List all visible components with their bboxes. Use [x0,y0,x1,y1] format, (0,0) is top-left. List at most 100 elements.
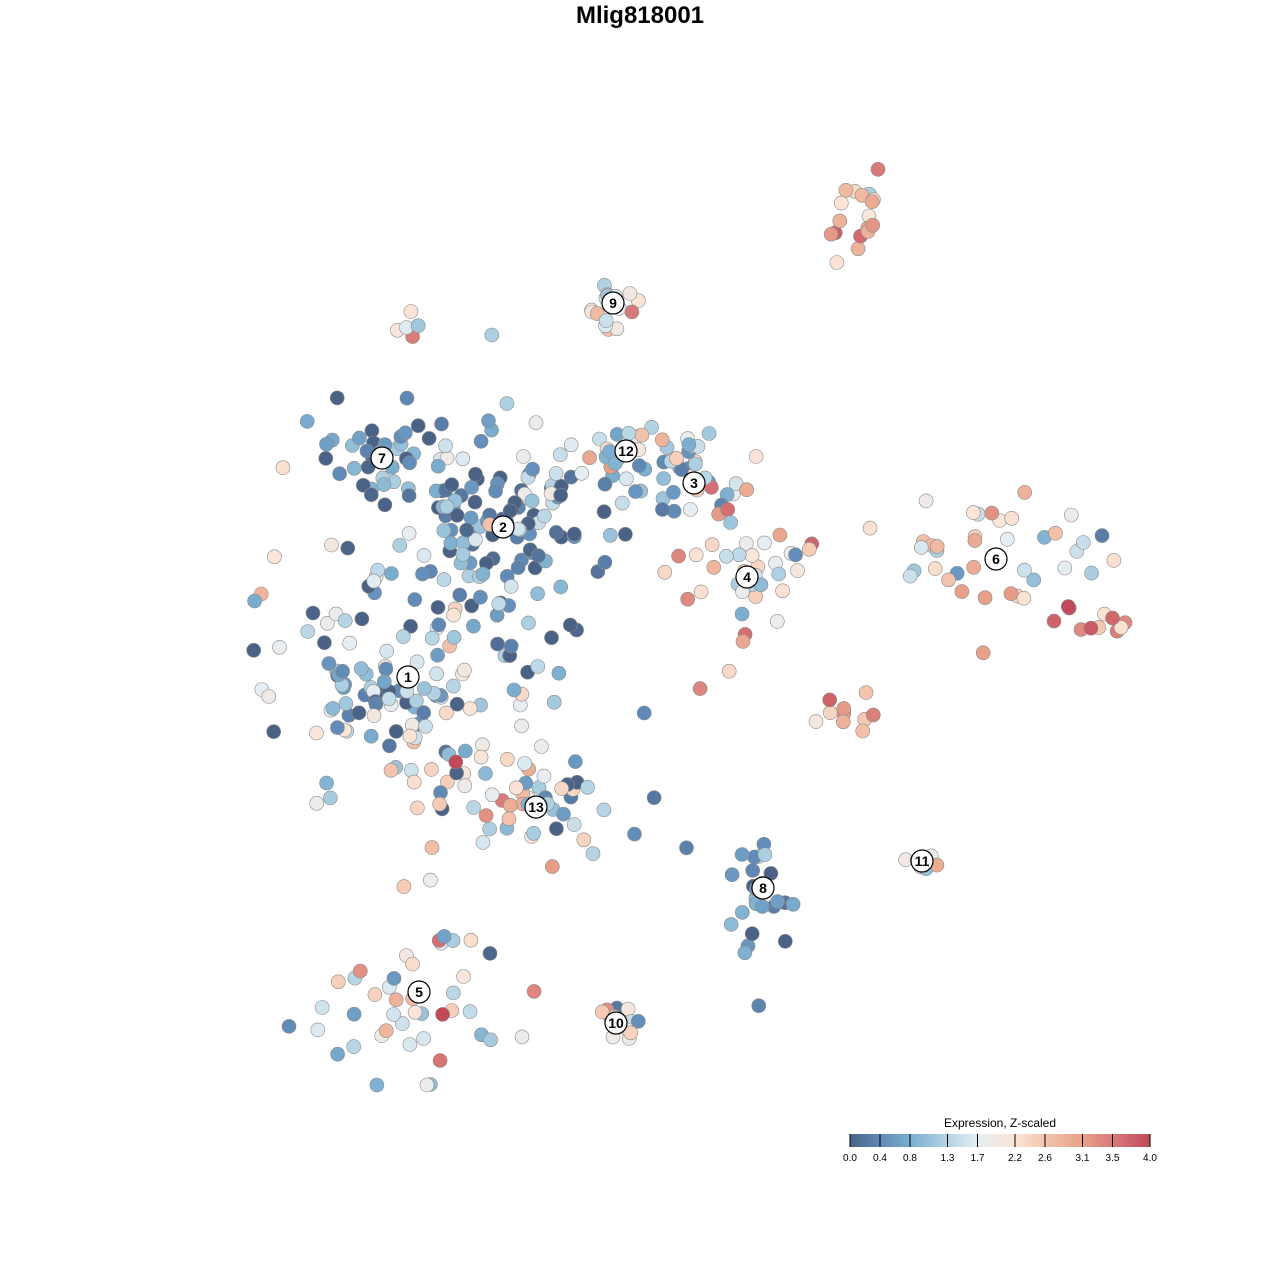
scatter-point [585,846,601,862]
scatter-point [401,526,417,541]
cluster-label-9: 9 [601,291,625,315]
scatter-point [680,591,696,607]
legend-tick-label: 1.3 [941,1153,955,1164]
scatter-point [526,825,541,841]
scatter-point [902,568,918,584]
cluster-label-text: 9 [609,295,617,311]
scatter-point [488,483,503,499]
cluster-label-6: 6 [984,547,1008,571]
scatter-point [330,1046,345,1062]
scatter-point [503,579,519,594]
scatter-point [744,926,760,942]
scatter-point [435,1007,450,1022]
scatter-point [438,438,453,454]
scatter-point [618,526,633,542]
cluster-label-badge [910,849,934,873]
scatter-point [430,458,446,474]
cluster-label-2: 2 [491,515,515,539]
scatter-point [421,431,437,446]
scatter-point [457,778,473,794]
scatter-point [449,696,465,712]
scatter-point [582,450,597,466]
scatter-point [656,471,671,486]
scatter-point [272,639,287,655]
scatter-point [457,743,473,759]
cluster-label-badge [751,876,775,900]
scatter-point [410,318,426,334]
scatter-point [596,504,612,520]
scatter-point [430,600,446,615]
scatter-point [378,661,394,677]
scatter-point [266,724,282,740]
scatter-point [462,701,478,716]
scatter-point [721,663,737,679]
scatter-point [436,929,452,944]
scatter-point [544,859,560,874]
cluster-label-text: 8 [759,880,767,896]
scatter-point [549,821,564,837]
scatter-point [822,692,838,708]
scatter-point [482,821,497,837]
scatter-point [275,460,291,476]
scatter-point [999,531,1015,547]
scatter-point [744,548,760,563]
scatter-point [1004,510,1020,526]
scatter-point [464,598,479,614]
scatter-point [785,896,801,912]
scatter-point [379,643,395,659]
scatter-point [734,606,750,622]
scatter-point [462,1004,478,1019]
scatter-point [622,286,638,301]
scatter-point [551,665,567,681]
scatter-point [671,548,686,564]
scatter-point [484,327,500,343]
scatter-point [1106,553,1122,568]
scatter-point [631,458,647,473]
scatter-point [525,461,540,477]
scatter-point [439,705,454,721]
scatter-point [553,487,569,503]
scatter-point [731,547,747,563]
scatter-point [977,590,993,606]
scatter-point [396,879,412,894]
scatter-point [719,548,734,564]
scatter-point [337,613,353,628]
cluster-label-3: 3 [682,471,706,495]
scatter-point [832,213,848,229]
scatter-point [386,1007,401,1022]
scatter-point [439,499,455,515]
scatter-point [524,493,540,509]
scatter-point [329,390,345,406]
scatter-point [478,808,494,823]
scatter-point [402,728,418,744]
scatter-point [309,725,324,741]
scatter-point [865,707,881,723]
scatter-point [913,540,929,555]
scatter-point [771,566,787,582]
scatter-point [499,396,515,411]
scatter-point [1003,586,1019,602]
scatter-point [369,1077,385,1093]
scatter-point [432,796,447,812]
scatter-point [688,547,704,563]
scatter-point [340,540,356,556]
scatter-point [407,1004,423,1020]
scatter-point [530,586,545,602]
scatter-point [388,724,404,739]
cluster-label-text: 7 [378,450,386,466]
legend-tick-label: 0.4 [873,1153,887,1164]
scatter-point [918,493,934,509]
scatter-point [473,433,489,449]
cluster-label-badge [614,439,638,463]
scatter-point [416,705,432,720]
scatter-point [459,522,474,538]
scatter-point [446,630,462,645]
scatter-point [267,549,282,565]
scatter-point [473,749,489,765]
scatter-point [364,423,380,439]
scatter-point [410,800,425,816]
scatter-point [481,413,496,429]
scatter-point [552,447,568,463]
scatter-point [544,630,559,646]
